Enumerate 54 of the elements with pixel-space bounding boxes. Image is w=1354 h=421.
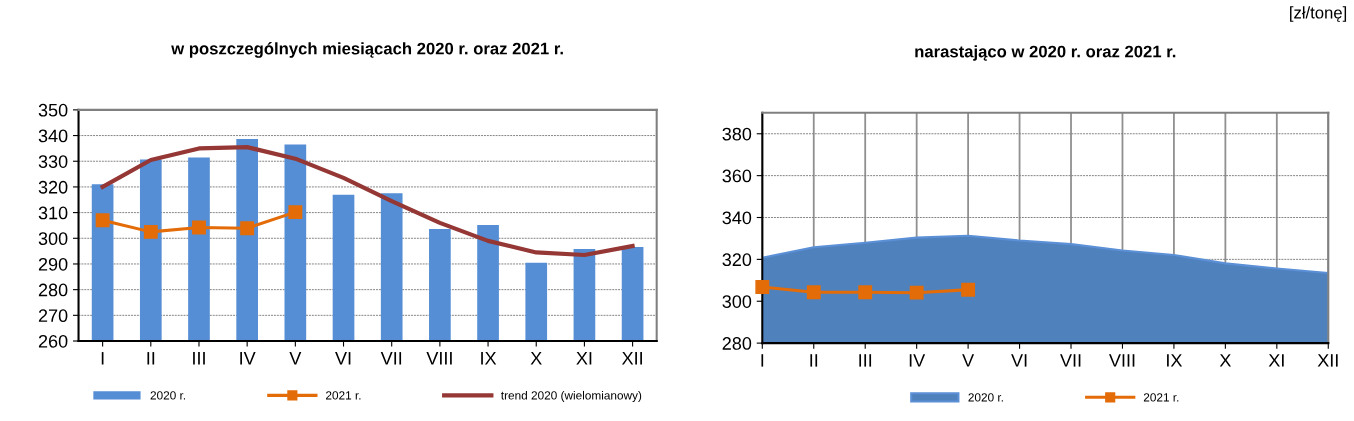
x-tick-label: IX [1167, 354, 1183, 367]
x-tick-label: IV [909, 354, 926, 367]
x-tick-label: XI [576, 352, 592, 365]
x-tick-label: II [810, 354, 818, 367]
x-tick-label: VIII [1109, 354, 1135, 367]
y-tick-label: 330 [38, 155, 68, 168]
x-tick-label: XI [1268, 354, 1284, 367]
point [288, 205, 303, 220]
y-tick-label: 340 [722, 211, 752, 225]
x-tick-label: VI [335, 352, 351, 365]
y-tick-label: 340 [38, 129, 68, 143]
chart-title: w poszczególnych miesiącach 2020 r. oraz 2021 r. [171, 42, 563, 58]
x-tick-label: XII [1317, 354, 1338, 367]
y-tick-label: 380 [722, 127, 752, 141]
x-tick-label: V [962, 354, 975, 367]
x-tick-label: V [289, 352, 302, 365]
legend-label: 2020 r. [150, 391, 186, 400]
x-tick-label: VIII [426, 352, 452, 365]
x-tick-label: IX [481, 352, 497, 365]
y-tick-label: 320 [38, 180, 68, 194]
y-tick-label: 320 [722, 253, 752, 267]
x-tick-label: VII [1060, 354, 1081, 367]
y-tick-label: 350 [38, 103, 68, 117]
y-tick-label: 310 [38, 206, 68, 220]
point [240, 221, 255, 236]
x-tick-label: XII [621, 352, 642, 365]
legend-label: 2021 r. [1143, 393, 1179, 402]
x-tick-label: I [101, 352, 104, 365]
x-tick-label: X [1219, 354, 1232, 367]
x-tick-label: VI [1011, 354, 1027, 367]
y-tick-label: 290 [38, 257, 68, 271]
legend-label: trend 2020 (wielomianowy) [501, 390, 642, 402]
point [192, 220, 206, 235]
point [95, 213, 110, 228]
x-tick-label: IV [240, 352, 256, 365]
y-tick-label: 300 [38, 232, 68, 246]
y-tick-label: 280 [38, 283, 68, 297]
y-tick-label: 280 [722, 337, 752, 350]
y-tick-label: 360 [722, 169, 752, 183]
y-tick-label: 260 [38, 334, 68, 348]
x-tick-label: III [193, 352, 205, 365]
legend-label: 2021 r. [326, 391, 361, 400]
text: [zł/tonę] [1290, 6, 1347, 22]
x-tick-label: II [147, 352, 155, 365]
point [143, 224, 158, 239]
y-tick-label: 300 [722, 295, 752, 308]
line-series [100, 145, 635, 258]
x-tick-label: I [761, 354, 764, 367]
x-tick-label: X [530, 352, 542, 365]
x-tick-label: III [859, 354, 872, 367]
x-tick-label: VII [380, 352, 402, 365]
chart-title: narastająco w 2020 r. oraz 2021 r. [915, 45, 1176, 61]
legend-label: 2020 r. [968, 393, 1003, 402]
y-tick-label: 270 [38, 309, 68, 323]
